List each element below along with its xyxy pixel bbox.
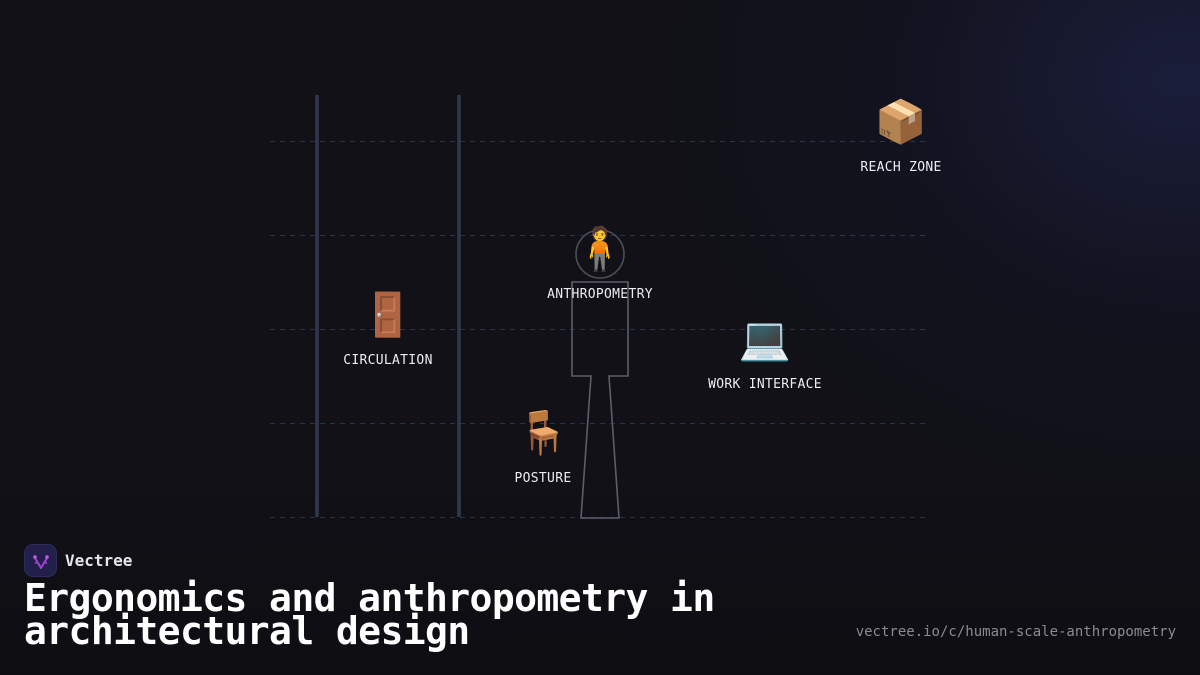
package-icon: 📦 (874, 97, 928, 146)
node-label: REACH ZONE (860, 160, 942, 175)
chair-icon: 🪑 (516, 408, 570, 457)
door-icon: 🚪 (361, 290, 415, 339)
head-circle (575, 229, 625, 279)
brand: Vectree (24, 544, 132, 577)
node-anthropometry: 🧍 ANTHROPOMETRY (547, 224, 653, 303)
node-label: WORK INTERFACE (708, 377, 822, 392)
node-label: CIRCULATION (343, 353, 433, 368)
node-circulation: 🚪 CIRCULATION (343, 290, 433, 369)
node-work-interface: 💻 WORK INTERFACE (708, 314, 822, 393)
person-standing-icon: 🧍 (573, 224, 627, 273)
node-label: ANTHROPOMETRY (547, 287, 653, 302)
node-reach-zone: 📦 REACH ZONE (860, 97, 942, 176)
walls (315, 95, 461, 517)
human-silhouette (571, 229, 629, 519)
source-url[interactable]: vectree.io/c/human-scale-anthropometry (855, 624, 1176, 640)
brand-name: Vectree (65, 551, 133, 570)
laptop-icon: 💻 (738, 314, 792, 363)
node-posture: 🪑 POSTURE (514, 408, 572, 487)
page-title: Ergonomics and anthropometry in architec… (24, 576, 715, 653)
body-outline (571, 281, 629, 519)
vectree-logo-icon (24, 544, 57, 577)
node-label: POSTURE (514, 471, 572, 486)
